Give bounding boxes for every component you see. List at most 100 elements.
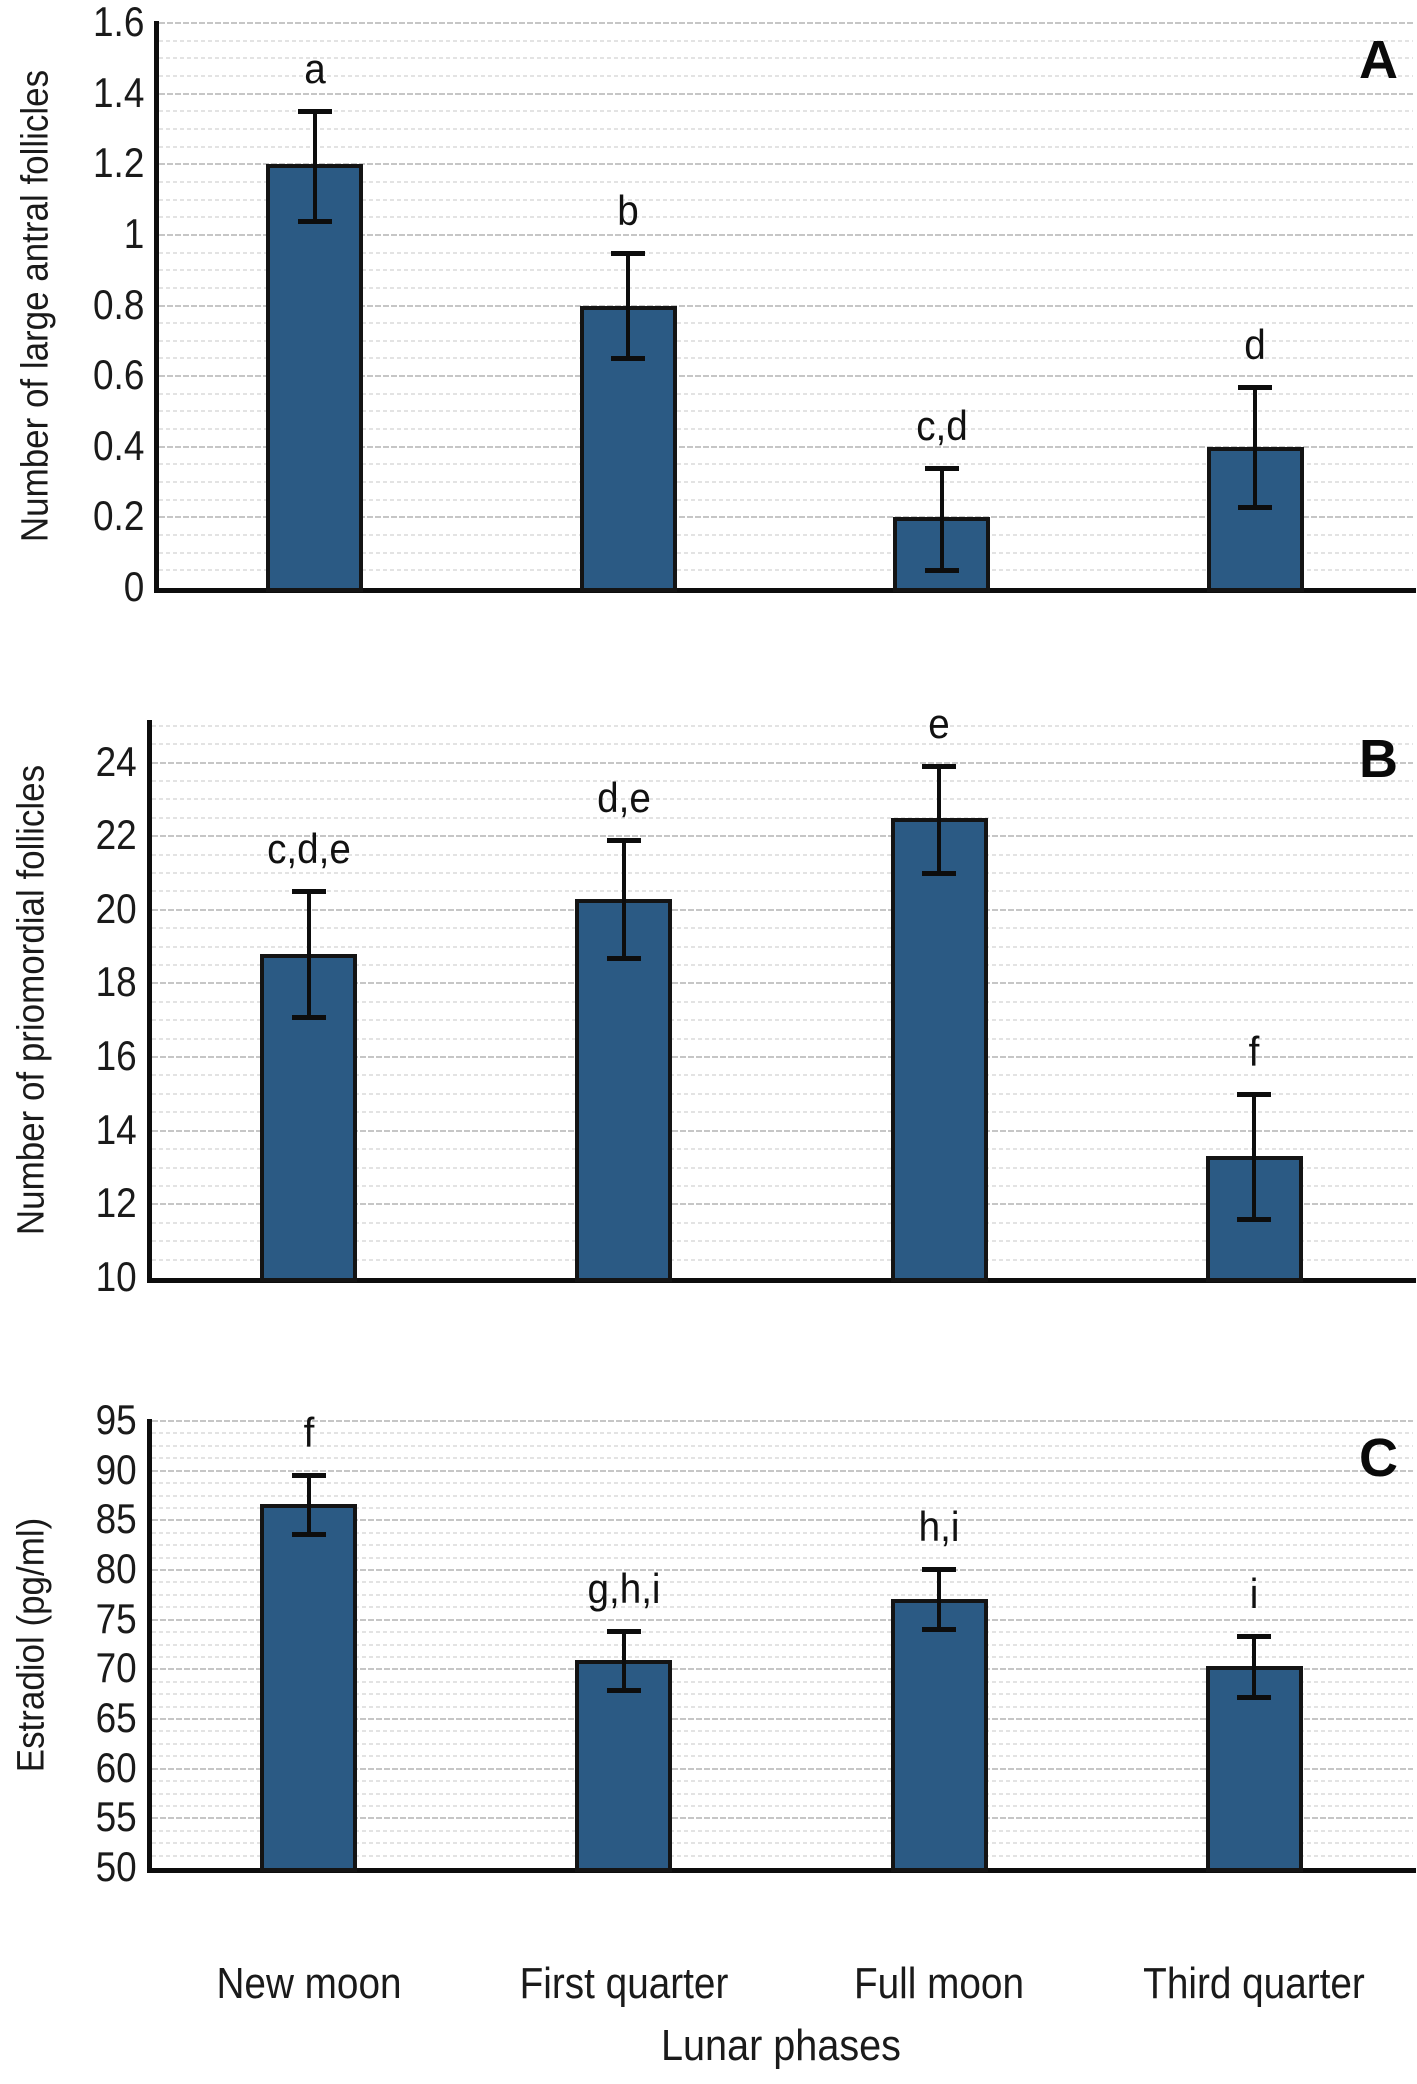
panel-c-gridline <box>152 1531 1413 1534</box>
panel-c-error-cap-bottom-third-quarter <box>1237 1695 1272 1701</box>
panel-b-gridline <box>152 1074 1413 1077</box>
panel-b-sig-letter-new-moon: c,d,e <box>266 825 351 873</box>
panel-c-gridline <box>152 1792 1413 1795</box>
panel-a-gridline <box>159 198 1413 201</box>
panel-c-gridline <box>152 1655 1413 1658</box>
panel-a-error-cap-top-third-quarter <box>1238 384 1273 390</box>
panel-a-error-cap-top-first-quarter <box>611 250 646 256</box>
panel-a-gridline <box>159 39 1413 42</box>
panel-b-gridline <box>152 945 1413 948</box>
panel-a-gridline <box>159 392 1413 395</box>
panel-c-gridline <box>152 1730 1413 1733</box>
panel-a-gridline <box>159 410 1413 413</box>
panel-a-error-bar-new-moon <box>312 111 317 221</box>
panel-a-sig-letter-full-moon: c,d <box>915 401 968 449</box>
panel-b-gridline <box>152 982 1413 985</box>
panel-b-gridline <box>152 1037 1413 1040</box>
panel-b-gridline <box>152 1056 1413 1059</box>
panel-b-gridline <box>152 761 1413 764</box>
panel-a-sig-letter-third-quarter: d <box>1244 320 1266 368</box>
panel-b-gridline <box>152 835 1413 838</box>
panel-c-error-cap-bottom-full-moon <box>922 1626 957 1632</box>
panel-b-error-cap-top-first-quarter <box>606 837 641 843</box>
panel-c-error-cap-top-full-moon <box>922 1567 957 1572</box>
panel-a-y-axis <box>154 21 159 593</box>
panel-b-gridline <box>152 1148 1413 1151</box>
panel-a-gridline <box>159 357 1413 360</box>
panel-c-error-cap-bottom-new-moon <box>291 1532 326 1538</box>
panel-c-gridline <box>152 1755 1413 1758</box>
panel-c-gridline <box>152 1482 1413 1485</box>
panel-b-error-cap-top-new-moon <box>291 889 326 895</box>
panel-a-label: A <box>1359 30 1398 90</box>
panel-c-bar-new-moon <box>260 1504 358 1872</box>
panel-a-gridline <box>159 180 1413 183</box>
panel-c-error-bar-first-quarter <box>621 1630 626 1691</box>
panel-c-ytick-80: 80 <box>95 1545 137 1593</box>
panel-a-ytick-0: 0 <box>123 563 144 611</box>
panel-c-gridline <box>152 1705 1413 1708</box>
panel-b-gridline <box>152 890 1413 893</box>
panel-a-error-cap-top-new-moon <box>297 109 332 115</box>
panel-b-error-cap-top-full-moon <box>922 764 957 770</box>
panel-a-sig-letter-new-moon: a <box>304 45 326 93</box>
panel-b-ytick-10: 10 <box>95 1253 137 1301</box>
panel-a-gridline <box>159 322 1413 325</box>
panel-c-sig-letter-third-quarter: i <box>1250 1569 1259 1617</box>
panel-b-error-cap-bottom-new-moon <box>291 1014 326 1020</box>
panel-b-y-axis-label: Number of priomordial follicles <box>10 764 53 1236</box>
panel-c-ytick-55: 55 <box>95 1793 137 1841</box>
panel-a-error-cap-bottom-full-moon <box>924 568 959 574</box>
panel-b-ytick-16: 16 <box>95 1032 137 1080</box>
panel-b-gridline <box>152 816 1413 819</box>
panel-c-label: C <box>1359 1428 1398 1488</box>
panel-c-sig-letter-full-moon: h,i <box>918 1503 960 1550</box>
panel-a-y-axis-label: Number of large antral follicles <box>14 69 57 542</box>
panel-a-gridline <box>159 534 1413 537</box>
panel-a-gridline <box>159 251 1413 254</box>
panel-c-gridline <box>152 1742 1413 1745</box>
panel-a-gridline <box>159 163 1413 166</box>
panel-a-gridline <box>159 145 1413 148</box>
panel-c-bar-full-moon <box>890 1598 988 1872</box>
panel-a-gridline <box>159 127 1413 130</box>
panel-a-ytick-0.2: 0.2 <box>92 492 144 540</box>
panel-b-label: B <box>1359 729 1398 789</box>
panel-c-gridline <box>152 1680 1413 1683</box>
panel-a-gridline <box>159 498 1413 501</box>
panel-b-gridline <box>152 1111 1413 1114</box>
panel-c-ytick-65: 65 <box>95 1694 137 1742</box>
panel-a-gridline <box>159 569 1413 572</box>
panel-b-gridline <box>152 927 1413 930</box>
panel-b-gridline <box>152 779 1413 782</box>
panel-b-gridline <box>152 1221 1413 1224</box>
panel-a-error-cap-bottom-first-quarter <box>611 356 646 362</box>
panel-a-error-bar-third-quarter <box>1253 386 1258 507</box>
panel-a-gridline <box>159 375 1413 378</box>
panel-c-ytick-85: 85 <box>95 1495 137 1543</box>
panel-a-gridline <box>159 428 1413 431</box>
panel-b-error-bar-first-quarter <box>621 839 626 958</box>
panel-a-gridline <box>159 463 1413 466</box>
panel-a-gridline <box>159 481 1413 484</box>
panel-b-error-bar-third-quarter <box>1252 1093 1257 1220</box>
panel-c-gridline <box>152 1556 1413 1559</box>
panel-b-gridline <box>152 1092 1413 1095</box>
panel-c-gridline <box>152 1618 1413 1621</box>
panel-c-gridline <box>152 1469 1413 1472</box>
panel-c-ytick-95: 95 <box>95 1396 137 1444</box>
panel-b-ytick-22: 22 <box>95 811 137 859</box>
panel-b-gridline <box>152 798 1413 801</box>
panel-c-ytick-90: 90 <box>95 1445 137 1493</box>
panel-a-ytick-1.4: 1.4 <box>92 68 144 116</box>
panel-b-gridline <box>152 853 1413 856</box>
panel-a-gridline <box>159 57 1413 60</box>
panel-b-x-axis <box>147 1278 1416 1283</box>
panel-b-ytick-18: 18 <box>95 958 137 1006</box>
panel-c-gridline <box>152 1804 1413 1807</box>
panel-b-sig-letter-first-quarter: d,e <box>597 773 651 821</box>
panel-a-gridline <box>159 269 1413 272</box>
panel-b-sig-letter-full-moon: e <box>928 700 950 748</box>
panel-a-gridline <box>159 233 1413 236</box>
panel-a-gridline <box>159 445 1413 448</box>
